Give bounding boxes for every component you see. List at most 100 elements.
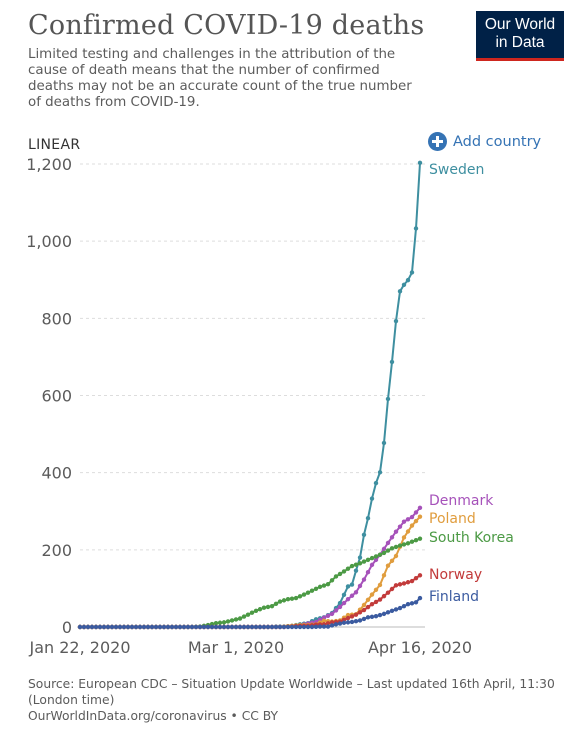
series-point [401, 603, 407, 609]
series-point [249, 610, 255, 615]
series-point [261, 624, 267, 630]
series-point [377, 470, 383, 475]
series-point [337, 571, 343, 577]
series-point [305, 590, 311, 595]
series-point [341, 620, 347, 625]
series-point [257, 624, 263, 630]
series-point [337, 621, 343, 626]
series-point [349, 563, 355, 569]
series-point [221, 624, 227, 630]
series-label: Sweden [429, 162, 484, 178]
owid-logo[interactable]: Our World in Data [476, 11, 564, 61]
series-point [89, 624, 95, 630]
series-point [349, 614, 355, 619]
series-point [229, 618, 235, 623]
scale-toggle[interactable]: LINEAR [28, 137, 81, 153]
series-point [277, 624, 283, 630]
series-point [253, 624, 259, 630]
series-point [365, 615, 371, 620]
series-point [389, 359, 395, 365]
series-point [281, 598, 287, 603]
series-point [321, 618, 327, 624]
series-point [357, 555, 363, 560]
series-point [265, 604, 271, 610]
series-point [341, 600, 347, 606]
series-point [157, 624, 163, 630]
series-point [393, 553, 399, 559]
series-point [93, 624, 99, 630]
series-point [301, 624, 307, 630]
series-point [353, 612, 359, 617]
series-point [165, 624, 171, 630]
series-point [345, 597, 351, 602]
series-point [105, 624, 111, 630]
series-point [317, 584, 323, 590]
series-point [225, 624, 231, 630]
series-point [309, 588, 315, 593]
source-text: Source: European CDC – Situation Update … [28, 677, 555, 707]
series-point [361, 532, 367, 537]
series-point [297, 624, 303, 630]
y-tick-label: 1,200 [26, 155, 72, 174]
series-point [389, 558, 395, 564]
series-point [325, 624, 331, 629]
series-point [357, 583, 363, 589]
series-point [381, 440, 387, 446]
series-point [257, 607, 263, 612]
series-point [397, 543, 403, 548]
series-point [77, 624, 83, 630]
series-point [365, 557, 371, 563]
series-point [405, 580, 411, 585]
series-point [81, 624, 87, 630]
series-point [349, 593, 355, 598]
series-point [121, 624, 127, 630]
series-point [401, 282, 407, 287]
series-point [393, 607, 399, 612]
series-point [133, 624, 139, 630]
series-point [389, 586, 395, 592]
series-label: Finland [429, 589, 479, 605]
series-point [405, 517, 411, 522]
series-point [393, 544, 399, 550]
series-point [209, 624, 215, 630]
add-country-button[interactable]: Add country [428, 132, 541, 151]
series-point [417, 595, 423, 601]
series-point [237, 616, 243, 621]
series-point [205, 624, 211, 630]
series-point [365, 597, 371, 602]
series-point [417, 573, 423, 578]
series-point [345, 620, 351, 625]
series-point [373, 613, 379, 619]
series-point [409, 270, 415, 275]
series-point [193, 624, 199, 630]
series-point [337, 604, 343, 610]
series-point [137, 624, 143, 630]
series-point [413, 510, 419, 515]
series-point [405, 277, 411, 283]
series-point [297, 594, 303, 599]
series-point [233, 624, 239, 630]
series-point [241, 624, 247, 630]
series-point [401, 542, 407, 547]
source-url[interactable]: OurWorldInData.org/coronavirus • CC BY [28, 709, 279, 723]
series-point [353, 562, 359, 567]
series-point [213, 620, 219, 626]
series-point [305, 624, 311, 630]
series-point [369, 614, 375, 619]
series-point [401, 519, 407, 524]
series-point [313, 624, 319, 630]
series-point [349, 619, 355, 625]
series-point [361, 559, 367, 564]
series-point [153, 624, 159, 630]
series-point [149, 624, 155, 630]
series-point [413, 226, 419, 231]
series-point [409, 539, 415, 544]
series-point [277, 599, 283, 604]
series-point [285, 624, 291, 630]
series-point [333, 622, 339, 627]
series-point [413, 537, 419, 543]
series-point [373, 554, 379, 559]
series-point [273, 601, 279, 607]
series-point [265, 624, 271, 630]
